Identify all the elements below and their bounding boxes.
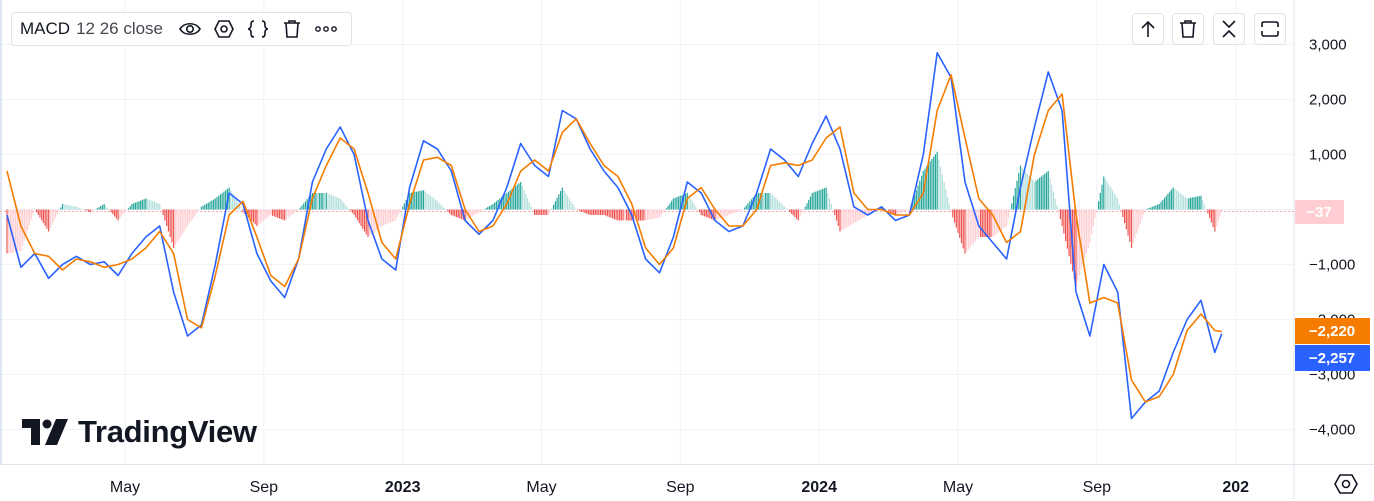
signal-line [6,74,1222,403]
x-axis[interactable]: May Sep 2023 May Sep 2024 May Sep 202 [110,479,1249,496]
move-up-icon [1141,20,1155,37]
maximize-icon [1261,21,1279,37]
y-tick-label: 2,000 [1309,92,1347,109]
macd-lines [6,52,1223,420]
source-code-icon[interactable] [241,15,275,43]
tradingview-logo[interactable]: TradingView [22,414,257,450]
price-tags: −37 −2,220 −2,257 [1295,200,1370,371]
x-tick-label: 202 [1222,479,1249,496]
x-tick-label: Sep [250,479,279,496]
x-tick-label: Sep [666,479,695,496]
settings-hexagon-icon[interactable] [207,15,241,43]
price-tag-label: −2,220 [1309,323,1355,340]
macd-line [6,52,1223,420]
x-tick-label: Sep [1083,479,1112,496]
indicator-legend[interactable]: MACD 12 26 close [11,12,353,46]
trash-icon [1180,20,1196,38]
trash-icon[interactable] [275,15,309,43]
y-tick-label: 3,000 [1309,37,1347,54]
price-tag-bg [1295,345,1370,371]
collapse-icon [1222,20,1236,38]
price-tag-bg [1295,318,1370,344]
move-up-button[interactable] [1132,13,1164,45]
collapse-pane-button[interactable] [1213,13,1245,45]
more-icon[interactable] [309,15,343,43]
eye-icon[interactable] [173,15,207,43]
price-tag-label: −37 [1306,204,1331,221]
price-tag-zero: −37 [1295,200,1344,224]
y-tick-label: −4,000 [1309,422,1355,439]
indicator-name: MACD [20,19,71,38]
x-tick-label: 2023 [385,479,421,496]
brand-name: TradingView [78,414,257,449]
x-tick-label: 2024 [801,479,837,496]
chart-settings-button[interactable] [1334,472,1358,496]
maximize-pane-button[interactable] [1254,13,1286,45]
x-tick-label: May [110,479,140,496]
price-tag-label: −2,257 [1309,350,1355,367]
indicator-params: 12 26 close [76,19,164,38]
macd-histogram [6,151,1223,287]
x-tick-label: May [526,479,556,496]
y-tick-label: −1,000 [1309,257,1355,274]
settings-hexagon-icon [1334,474,1358,494]
price-tag-macd: −2,257 [1295,345,1370,371]
y-tick-label: 1,000 [1309,147,1347,164]
price-tag-signal: −2,220 [1295,318,1370,344]
price-tag-bg [1295,200,1344,224]
tradingview-mark-icon [22,419,68,445]
x-tick-label: May [943,479,973,496]
delete-pane-button[interactable] [1172,13,1204,45]
